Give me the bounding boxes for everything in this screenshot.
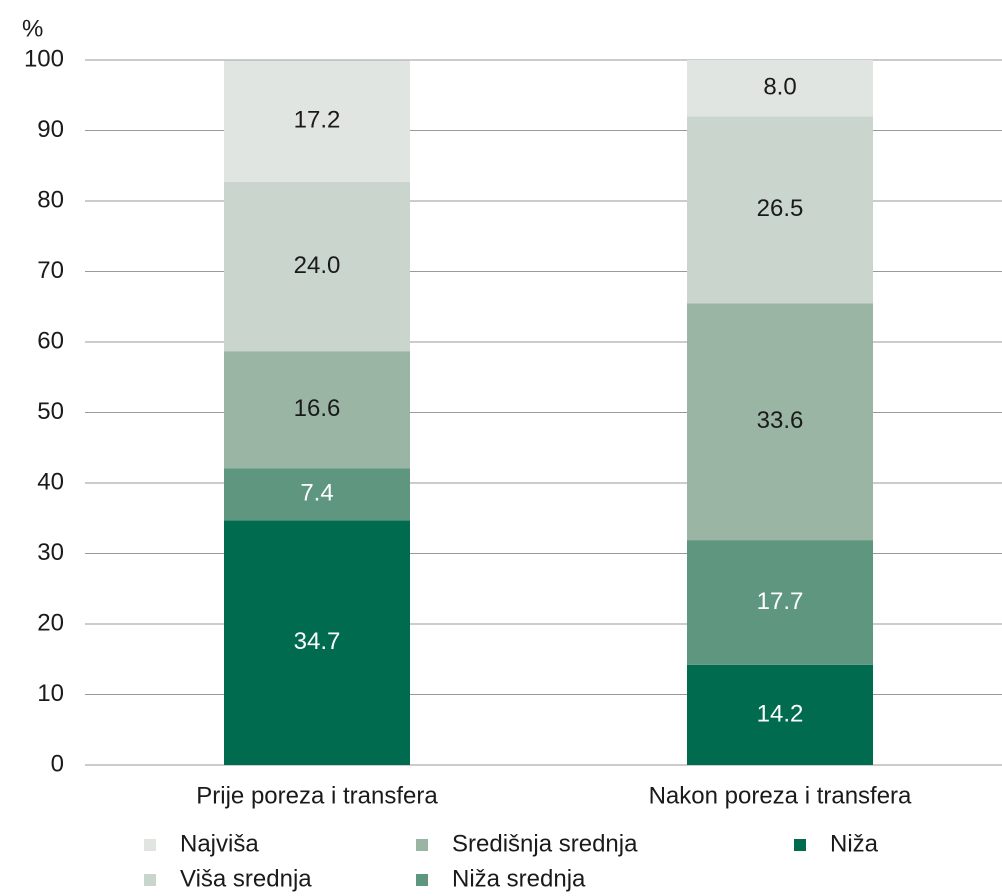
legend-swatch bbox=[144, 874, 156, 886]
legend-swatch bbox=[144, 839, 156, 851]
legend-swatch bbox=[416, 839, 428, 851]
y-axis-label: % bbox=[22, 15, 43, 42]
bar-segment bbox=[224, 520, 410, 765]
y-tick-label: 0 bbox=[51, 750, 64, 777]
bar-segment bbox=[224, 181, 410, 352]
y-tick-label: 100 bbox=[24, 45, 64, 72]
bar-segment bbox=[687, 664, 873, 765]
bar-segment bbox=[687, 540, 873, 665]
y-tick-label: 50 bbox=[37, 398, 64, 425]
x-tick-label: Prije poreza i transfera bbox=[196, 782, 438, 809]
data-label: 33.6 bbox=[757, 407, 804, 434]
legend-label: Najviša bbox=[180, 830, 259, 857]
bar-segment bbox=[687, 116, 873, 304]
legend-label: Niža srednja bbox=[452, 865, 586, 892]
y-tick-label: 40 bbox=[37, 468, 64, 495]
y-tick-label: 10 bbox=[37, 680, 64, 707]
bar-segment bbox=[224, 60, 410, 182]
data-label: 24.0 bbox=[294, 252, 341, 279]
legend-label: Viša srednja bbox=[180, 865, 312, 892]
data-label: 8.0 bbox=[763, 74, 796, 101]
bar-segment bbox=[224, 468, 410, 521]
legend-swatch bbox=[794, 839, 806, 851]
y-tick-label: 80 bbox=[37, 186, 64, 213]
data-label: 16.6 bbox=[294, 395, 341, 422]
data-label: 14.2 bbox=[757, 700, 804, 727]
y-tick-label: 20 bbox=[37, 609, 64, 636]
data-label: 17.7 bbox=[757, 588, 804, 615]
bar-segment bbox=[687, 303, 873, 541]
y-tick-label: 60 bbox=[37, 327, 64, 354]
legend-label: Niža bbox=[830, 830, 879, 857]
legend-swatch bbox=[416, 874, 428, 886]
y-tick-label: 90 bbox=[37, 116, 64, 143]
y-tick-label: 70 bbox=[37, 257, 64, 284]
bar-segment bbox=[687, 60, 873, 117]
x-tick-label: Nakon poreza i transfera bbox=[649, 782, 912, 809]
data-label: 26.5 bbox=[757, 195, 804, 222]
legend-label: Središnja srednja bbox=[452, 830, 638, 857]
data-label: 7.4 bbox=[300, 480, 333, 507]
y-tick-label: 30 bbox=[37, 539, 64, 566]
data-label: 17.2 bbox=[294, 107, 341, 134]
bar-segment bbox=[224, 351, 410, 469]
data-label: 34.7 bbox=[294, 628, 341, 655]
